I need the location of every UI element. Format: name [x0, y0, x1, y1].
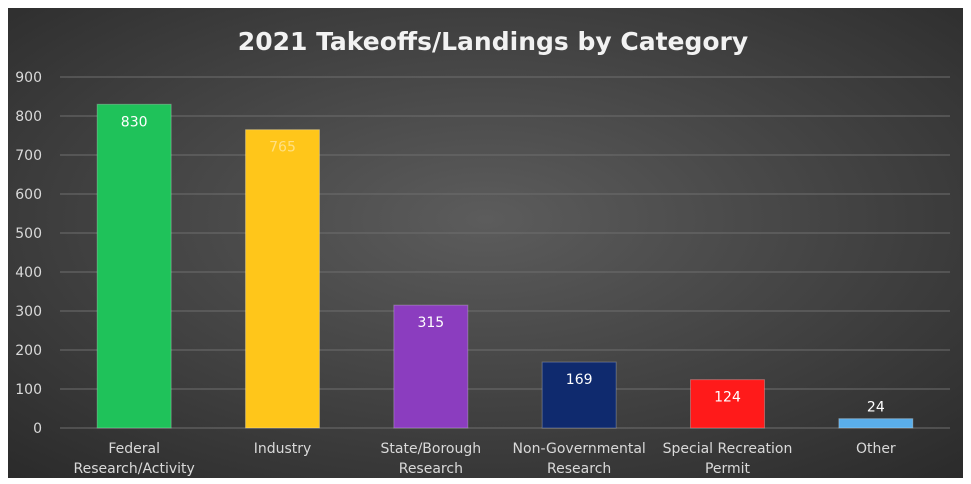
- y-tick-label: 400: [15, 265, 42, 281]
- data-label: 765: [269, 140, 296, 156]
- bar: [541, 361, 617, 429]
- y-tick-label: 100: [15, 382, 42, 398]
- bar: [838, 418, 914, 429]
- data-label: 315: [417, 315, 444, 331]
- y-tick-label: 800: [15, 109, 42, 125]
- y-tick-label: 300: [15, 304, 42, 320]
- x-tick-label: Federal: [108, 441, 160, 457]
- data-label: 169: [566, 372, 593, 388]
- chart-title: 2021 Takeoffs/Landings by Category: [238, 27, 748, 56]
- x-tick-label: Non-Governmental: [513, 441, 646, 457]
- x-tick-label: Research: [547, 461, 611, 477]
- y-tick-label: 700: [15, 148, 42, 164]
- y-tick-label: 600: [15, 187, 42, 203]
- bars: [96, 103, 914, 429]
- y-tick-label: 200: [15, 343, 42, 359]
- data-label: 124: [714, 390, 741, 406]
- x-axis-tick-labels: Federal Research/Activity Industry State/Bo…: [74, 441, 896, 477]
- bar: [690, 379, 765, 429]
- bar: [245, 129, 320, 429]
- x-tick-label: Industry: [254, 441, 312, 457]
- gridlines: [60, 76, 950, 429]
- data-label: 830: [121, 114, 148, 130]
- data-labels: 830 765 315 169 124 24: [121, 114, 885, 415]
- data-label: 24: [867, 400, 885, 416]
- x-tick-label: Permit: [705, 461, 751, 477]
- y-tick-label: 900: [15, 70, 42, 86]
- x-tick-label: Research: [399, 461, 463, 477]
- y-axis-tick-labels: 0 100 200 300 400 500 600 700 800 900: [15, 70, 42, 437]
- x-tick-label: Special Recreation: [663, 441, 793, 457]
- x-tick-label: Research/Activity: [74, 461, 195, 477]
- y-tick-label: 0: [33, 421, 42, 437]
- bar: [393, 304, 469, 429]
- y-tick-label: 500: [15, 226, 42, 242]
- bar: [96, 103, 172, 429]
- x-tick-label: State/Borough: [381, 441, 482, 457]
- x-tick-label: Other: [856, 441, 896, 457]
